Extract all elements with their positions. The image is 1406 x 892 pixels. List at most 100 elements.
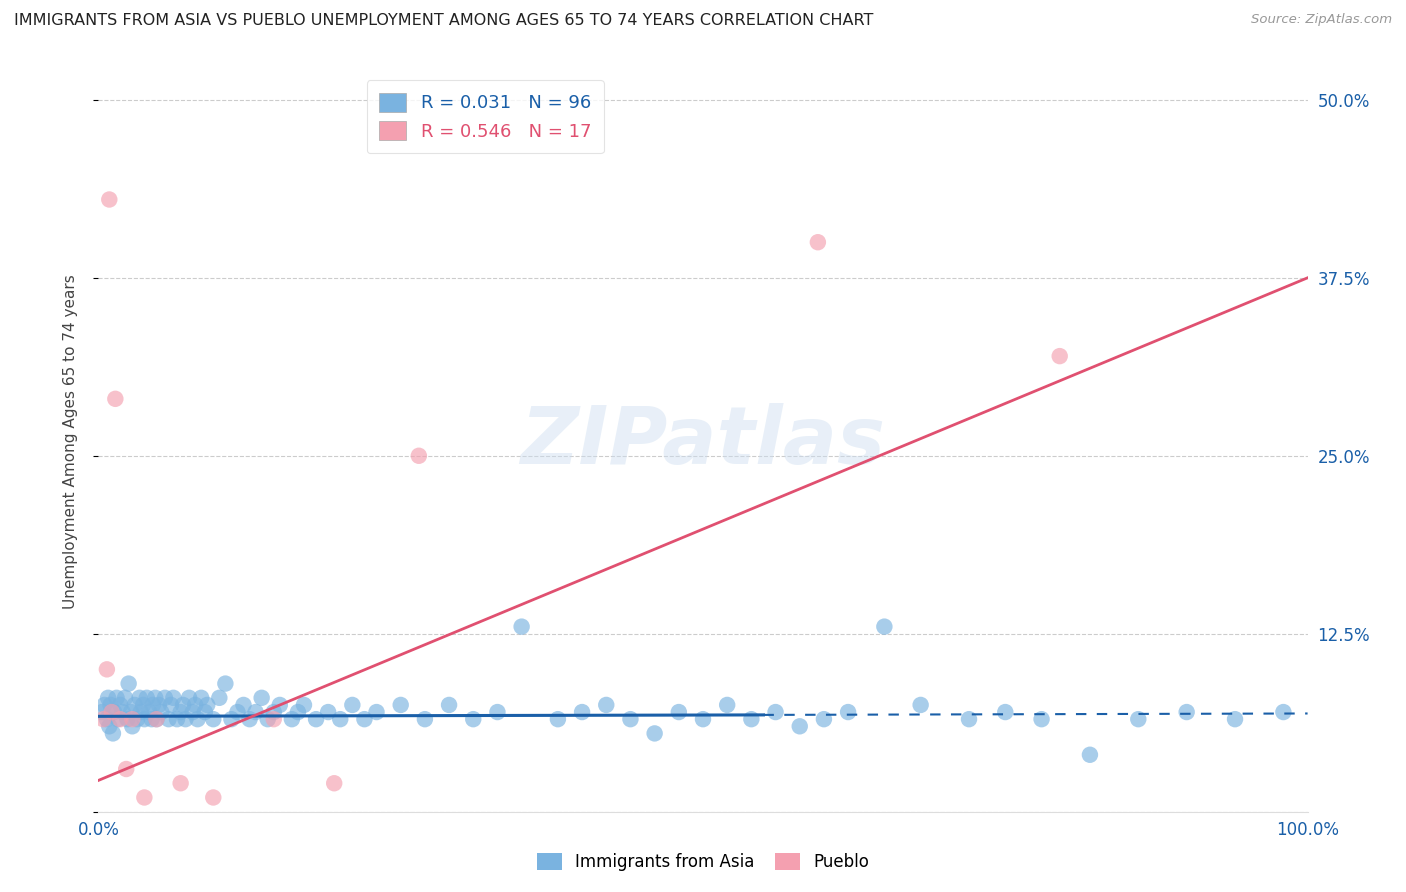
Point: [353, 712, 375, 726]
Point: [269, 698, 291, 712]
Text: ZIPatlas: ZIPatlas: [520, 402, 886, 481]
Point: [413, 712, 436, 726]
Point: [619, 712, 641, 726]
Point: [813, 712, 835, 726]
Text: IMMIGRANTS FROM ASIA VS PUEBLO UNEMPLOYMENT AMONG AGES 65 TO 74 YEARS CORRELATIO: IMMIGRANTS FROM ASIA VS PUEBLO UNEMPLOYM…: [14, 13, 873, 29]
Point: [190, 690, 212, 705]
Point: [162, 690, 184, 705]
Point: [97, 690, 120, 705]
Point: [195, 698, 218, 712]
Point: [127, 712, 149, 726]
Point: [486, 705, 509, 719]
Point: [547, 712, 569, 726]
Point: [263, 705, 285, 719]
Legend: Immigrants from Asia, Pueblo: Immigrants from Asia, Pueblo: [529, 845, 877, 880]
Point: [287, 705, 309, 719]
Point: [132, 698, 155, 712]
Point: [668, 705, 690, 719]
Point: [118, 676, 141, 690]
Point: [1049, 349, 1071, 363]
Point: [837, 705, 859, 719]
Point: [389, 698, 412, 712]
Point: [263, 712, 285, 726]
Point: [91, 712, 114, 726]
Point: [108, 698, 131, 712]
Point: [232, 698, 254, 712]
Point: [91, 705, 114, 719]
Point: [138, 705, 160, 719]
Point: [108, 712, 131, 726]
Point: [226, 705, 249, 719]
Point: [323, 776, 346, 790]
Point: [316, 705, 339, 719]
Point: [101, 726, 124, 740]
Point: [121, 719, 143, 733]
Legend: R = 0.031   N = 96, R = 0.546   N = 17: R = 0.031 N = 96, R = 0.546 N = 17: [367, 80, 605, 153]
Point: [957, 712, 980, 726]
Point: [292, 698, 315, 712]
Point: [145, 712, 167, 726]
Point: [124, 698, 146, 712]
Point: [571, 705, 593, 719]
Point: [153, 690, 176, 705]
Point: [208, 690, 231, 705]
Point: [250, 690, 273, 705]
Point: [128, 690, 150, 705]
Point: [111, 705, 134, 719]
Point: [172, 698, 194, 712]
Point: [256, 712, 278, 726]
Point: [221, 712, 243, 726]
Point: [169, 776, 191, 790]
Point: [245, 705, 267, 719]
Point: [160, 698, 183, 712]
Point: [692, 712, 714, 726]
Point: [873, 619, 896, 633]
Point: [1078, 747, 1101, 762]
Point: [166, 712, 188, 726]
Point: [143, 690, 166, 705]
Point: [100, 705, 122, 719]
Point: [181, 705, 204, 719]
Point: [1031, 712, 1053, 726]
Point: [202, 712, 225, 726]
Point: [121, 712, 143, 726]
Point: [994, 705, 1017, 719]
Point: [463, 712, 485, 726]
Point: [807, 235, 830, 250]
Point: [105, 690, 128, 705]
Point: [98, 719, 121, 733]
Text: Source: ZipAtlas.com: Source: ZipAtlas.com: [1251, 13, 1392, 27]
Point: [135, 690, 157, 705]
Point: [644, 726, 666, 740]
Point: [716, 698, 738, 712]
Point: [765, 705, 787, 719]
Point: [239, 712, 262, 726]
Point: [184, 698, 207, 712]
Point: [142, 698, 165, 712]
Point: [174, 712, 197, 726]
Point: [740, 712, 762, 726]
Point: [103, 705, 125, 719]
Point: [187, 712, 209, 726]
Point: [1175, 705, 1198, 719]
Point: [93, 698, 115, 712]
Point: [104, 392, 127, 406]
Point: [150, 705, 173, 719]
Point: [96, 712, 118, 726]
Point: [129, 705, 152, 719]
Point: [342, 698, 364, 712]
Point: [141, 712, 163, 726]
Point: [910, 698, 932, 712]
Point: [100, 698, 122, 712]
Point: [305, 712, 328, 726]
Point: [789, 719, 811, 733]
Point: [179, 690, 201, 705]
Point: [98, 193, 121, 207]
Point: [1223, 712, 1246, 726]
Point: [1272, 705, 1295, 719]
Point: [281, 712, 304, 726]
Point: [169, 705, 191, 719]
Point: [115, 762, 138, 776]
Point: [437, 698, 460, 712]
Point: [114, 690, 136, 705]
